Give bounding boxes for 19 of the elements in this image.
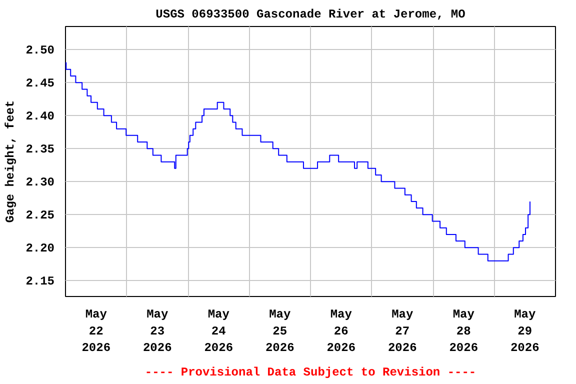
y-tick-label: 2.20: [26, 242, 55, 256]
y-tick-label: 2.15: [26, 274, 55, 289]
y-tick-label: 2.25: [26, 208, 55, 223]
chart-title: USGS 06933500 Gasconade River at Jerome, MO: [156, 8, 466, 22]
x-tick-label: May 27 2026: [388, 308, 417, 356]
x-tick-label: May 26 2026: [326, 308, 356, 356]
y-tick-label: 2.40: [26, 110, 55, 124]
y-tick-label: 2.35: [26, 142, 55, 157]
y-tick-label: 2.30: [26, 176, 55, 190]
x-tick-label: May 29 2026: [510, 308, 540, 356]
x-tick-label: May 24 2026: [204, 308, 234, 356]
x-tick-label: May 28 2026: [449, 308, 478, 356]
x-tick-label: May 25 2026: [265, 308, 294, 356]
y-tick-label: 2.50: [26, 44, 55, 58]
y-axis-title: Gage height, feet: [4, 100, 18, 223]
x-tick-label: May 23 2026: [142, 308, 172, 356]
text: ---- Provisional Data Subject to Revision ----: [144, 366, 476, 380]
y-tick-label: 2.45: [26, 76, 55, 91]
x-tick-label: May 22 2026: [82, 308, 111, 356]
